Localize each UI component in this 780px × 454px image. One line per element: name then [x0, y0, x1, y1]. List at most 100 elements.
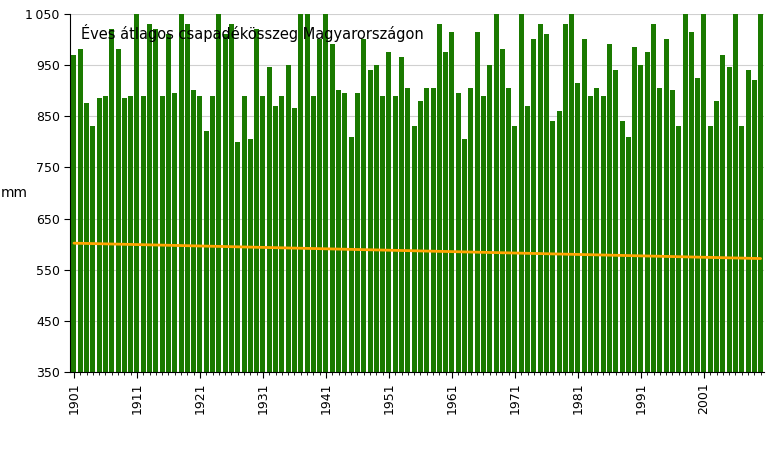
Bar — [254, 29, 259, 372]
Bar — [626, 137, 631, 372]
Bar — [695, 78, 700, 372]
Bar — [166, 34, 171, 372]
Bar — [267, 67, 271, 372]
Bar — [607, 44, 612, 372]
Bar — [154, 29, 158, 372]
Bar — [544, 34, 549, 372]
Bar — [386, 52, 392, 372]
Bar — [248, 139, 253, 372]
Bar — [733, 0, 738, 372]
Bar — [689, 31, 694, 372]
Bar — [727, 67, 732, 372]
Bar — [563, 24, 568, 372]
Bar — [638, 65, 644, 372]
Bar — [601, 96, 605, 372]
Bar — [242, 96, 246, 372]
Bar — [594, 88, 599, 372]
Bar — [336, 90, 341, 372]
Bar — [374, 65, 379, 372]
Bar — [361, 39, 367, 372]
Bar — [317, 39, 322, 372]
Bar — [664, 39, 668, 372]
Bar — [556, 111, 562, 372]
Bar — [424, 88, 429, 372]
Bar — [519, 0, 523, 372]
Bar — [216, 14, 222, 372]
Bar — [298, 0, 303, 372]
Bar — [500, 49, 505, 372]
Bar — [185, 24, 190, 372]
Bar — [367, 70, 373, 372]
Bar — [229, 24, 234, 372]
Bar — [488, 65, 492, 372]
Bar — [97, 98, 101, 372]
Bar — [550, 121, 555, 372]
Bar — [406, 88, 410, 372]
Bar — [506, 88, 511, 372]
Bar — [122, 98, 127, 372]
Bar — [160, 96, 165, 372]
Text: Éves átlagos csapadékösszeg Magyarországon: Éves átlagos csapadékösszeg Magyarország… — [80, 25, 424, 42]
Bar — [758, 0, 763, 372]
Bar — [525, 106, 530, 372]
Bar — [412, 126, 417, 372]
Bar — [147, 24, 152, 372]
Bar — [236, 142, 240, 372]
Bar — [324, 0, 328, 372]
Bar — [752, 80, 757, 372]
Bar — [103, 96, 108, 372]
Bar — [431, 88, 435, 372]
Bar — [140, 96, 146, 372]
Y-axis label: mm: mm — [1, 186, 28, 200]
Bar — [204, 132, 209, 372]
Bar — [115, 49, 121, 372]
Bar — [355, 93, 360, 372]
Bar — [285, 65, 291, 372]
Bar — [739, 126, 744, 372]
Bar — [714, 101, 719, 372]
Bar — [682, 0, 687, 372]
Bar — [304, 0, 310, 372]
Bar — [707, 126, 713, 372]
Bar — [619, 121, 625, 372]
Bar — [342, 93, 347, 372]
Bar — [172, 93, 177, 372]
Bar — [311, 96, 316, 372]
Bar — [474, 31, 480, 372]
Bar — [449, 31, 455, 372]
Bar — [746, 70, 750, 372]
Bar — [658, 88, 662, 372]
Bar — [462, 139, 467, 372]
Bar — [537, 24, 543, 372]
Bar — [393, 96, 398, 372]
Bar — [418, 101, 423, 372]
Bar — [380, 96, 385, 372]
Bar — [613, 70, 619, 372]
Bar — [645, 52, 650, 372]
Bar — [437, 24, 441, 372]
Bar — [720, 54, 725, 372]
Bar — [109, 29, 115, 372]
Bar — [222, 34, 228, 372]
Bar — [632, 47, 637, 372]
Bar — [494, 0, 498, 372]
Bar — [179, 0, 183, 372]
Bar — [531, 39, 537, 372]
Bar — [84, 104, 89, 372]
Bar — [349, 137, 353, 372]
Bar — [210, 96, 215, 372]
Bar — [576, 83, 580, 372]
Bar — [676, 126, 681, 372]
Bar — [330, 44, 335, 372]
Bar — [456, 93, 461, 372]
Bar — [292, 109, 297, 372]
Bar — [273, 106, 278, 372]
Bar — [279, 96, 285, 372]
Bar — [78, 49, 83, 372]
Bar — [468, 88, 473, 372]
Bar — [399, 57, 404, 372]
Bar — [72, 54, 76, 372]
Bar — [197, 96, 203, 372]
Bar — [670, 90, 675, 372]
Bar — [582, 39, 587, 372]
